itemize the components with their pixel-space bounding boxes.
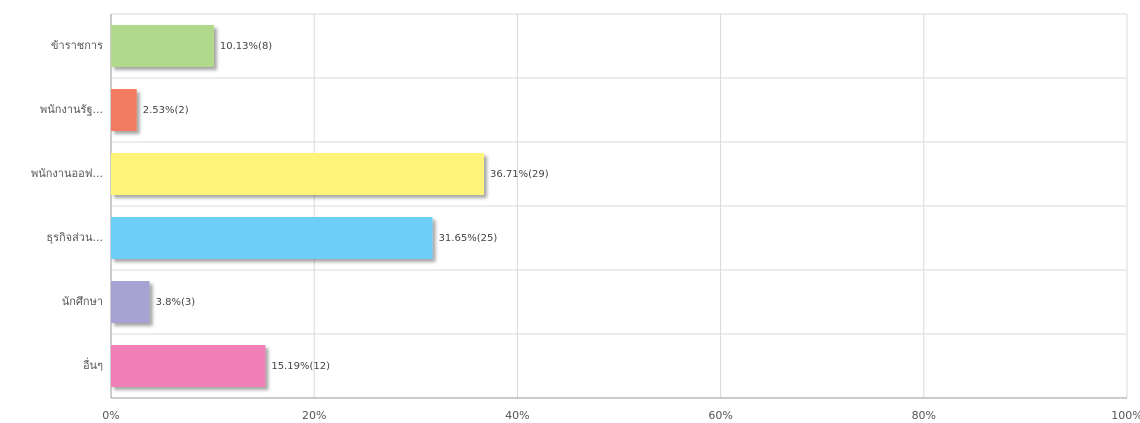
value-label: 15.19%(12) [271,361,330,372]
x-tick-label: 40% [505,409,529,422]
bar [111,345,266,387]
value-label: 10.13%(8) [220,41,272,52]
value-label: 36.71%(29) [490,169,549,180]
value-label: 31.65%(25) [439,233,498,244]
y-tick-label: นักศึกษา [62,295,103,308]
y-tick-label: พนักงานออฟ... [31,167,103,180]
value-label: 3.8%(3) [156,297,196,308]
x-tick-label: 100% [1111,409,1140,422]
bar [111,153,484,195]
bar [111,281,150,323]
x-tick-label: 60% [708,409,732,422]
value-label: 2.53%(2) [143,105,189,116]
x-tick-label: 80% [912,409,936,422]
y-tick-label: พนักงานรัฐ... [40,103,103,116]
bar [111,89,137,131]
x-tick-label: 20% [302,409,326,422]
y-tick-label: ธุรกิจส่วน... [46,231,103,244]
y-tick-label: อื่นๆ [83,357,103,372]
x-tick-label: 0% [102,409,119,422]
bar [111,217,433,259]
y-tick-label: ข้าราชการ [51,39,103,52]
bar [111,25,214,67]
